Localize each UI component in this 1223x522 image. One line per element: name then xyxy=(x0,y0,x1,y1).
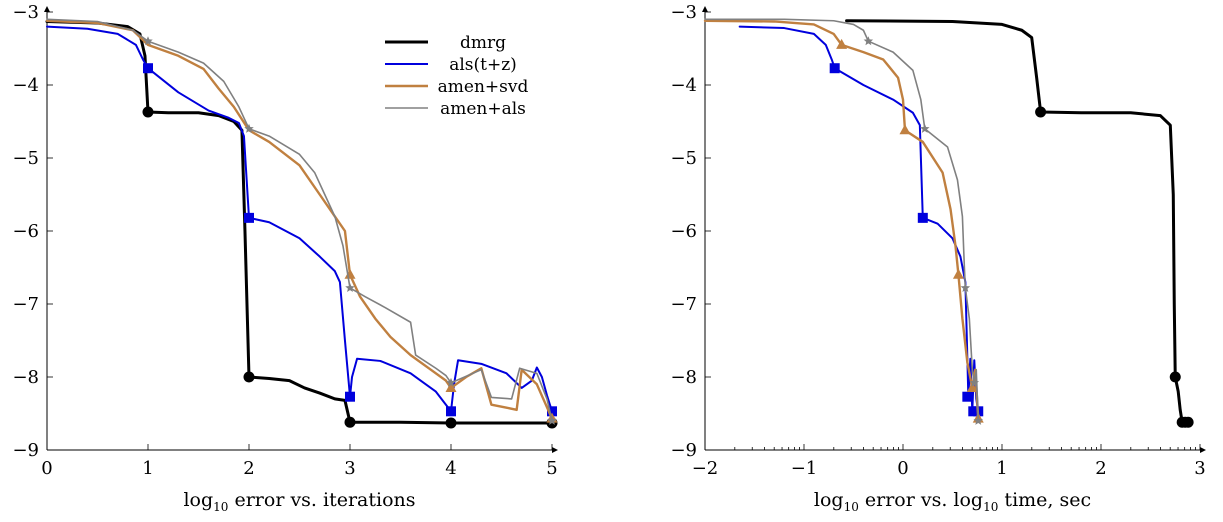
x-tick-label: 4 xyxy=(445,458,456,479)
series-marker-amen-als xyxy=(973,415,983,425)
y-tick-label: −3 xyxy=(12,2,39,23)
x-tick-label: 2 xyxy=(243,458,254,479)
y-tick-label: −6 xyxy=(12,221,39,242)
x-axis-label: log10 error vs. iterations xyxy=(183,489,415,514)
series-marker-amen-svd xyxy=(952,268,964,279)
series-marker-amen-als xyxy=(960,282,971,292)
x-axis-arrow xyxy=(1200,447,1206,453)
series-line-amen-svd xyxy=(45,19,554,420)
series-marker-als-t-z- xyxy=(962,391,973,402)
series-marker-als-t-z- xyxy=(829,63,840,74)
series-line-amen-svd xyxy=(703,19,980,420)
series-marker-als-t-z- xyxy=(547,406,557,417)
right-chart: −2 −1 0 1 2 3 −9 −8 −7 −6 −5 −4 −3 log10 error vs. lo… xyxy=(670,2,1206,514)
y-tick-label: −4 xyxy=(670,75,697,96)
series-line-amen-als xyxy=(46,18,553,422)
legend-label: dmrg xyxy=(460,33,506,53)
x-tick-label: 2 xyxy=(1095,458,1106,479)
y-tick-label: −6 xyxy=(670,221,697,242)
x-tick-label: 3 xyxy=(1194,458,1205,479)
y-tick-label: −5 xyxy=(12,148,39,169)
series-marker-amen-als xyxy=(547,415,557,425)
series-line-amen-als xyxy=(704,18,980,422)
series-marker-amen-svd xyxy=(836,38,848,49)
y-tick-label: −3 xyxy=(670,2,697,23)
series-marker-als-t-z- xyxy=(446,406,456,417)
y-tick-label: −9 xyxy=(670,440,697,461)
legend-label: als(t+z) xyxy=(449,55,517,75)
series-line-dmrg xyxy=(45,19,554,425)
series-line-dmrg xyxy=(845,19,1190,424)
series-marker-dmrg xyxy=(1182,416,1194,428)
x-tick-label: 0 xyxy=(897,458,908,479)
series-marker-dmrg xyxy=(142,106,154,118)
x-axis-arrow xyxy=(552,447,558,453)
y-tick-label: −8 xyxy=(670,367,697,388)
legend-label: amen+svd xyxy=(438,77,529,97)
series-marker-amen-als xyxy=(143,36,153,46)
series-marker-als-t-z- xyxy=(143,63,153,74)
x-tick-label: −2 xyxy=(692,458,719,479)
legend-label: amen+als xyxy=(440,99,526,119)
x-tick-label: 1 xyxy=(142,458,153,479)
series-line-als-t-z- xyxy=(46,25,553,413)
series-marker-dmrg xyxy=(445,417,457,429)
series-marker-amen-svd xyxy=(445,381,457,392)
y-axis-arrow xyxy=(44,6,50,12)
y-tick-label: −8 xyxy=(12,367,39,388)
series-marker-dmrg xyxy=(1169,371,1181,383)
series-marker-amen-svd xyxy=(966,381,978,392)
series-marker-als-t-z- xyxy=(244,212,254,223)
left-chart: 0 1 2 3 4 5 −9 −8 −7 −6 −5 −4 −3 log10 error vs. iter… xyxy=(12,2,558,514)
y-tick-label: −7 xyxy=(12,294,39,315)
y-tick-label: −5 xyxy=(670,148,697,169)
series-marker-amen-svd xyxy=(344,268,356,279)
series-line-als-t-z- xyxy=(738,25,980,413)
series-marker-amen-als xyxy=(920,123,930,133)
series-marker-amen-als xyxy=(969,377,980,387)
series-marker-dmrg xyxy=(344,416,356,428)
x-axis-label: log10 error vs. log10 time, sec xyxy=(814,489,1091,514)
x-tick-label: 1 xyxy=(996,458,1007,479)
series-marker-amen-als xyxy=(244,123,254,133)
y-axis-arrow xyxy=(702,6,708,12)
series-marker-amen-als xyxy=(345,282,355,292)
x-tick-label: −1 xyxy=(791,458,818,479)
y-tick-label: −4 xyxy=(12,75,39,96)
series-marker-amen-als xyxy=(446,377,456,387)
series-marker-als-t-z- xyxy=(917,212,928,223)
series-marker-dmrg xyxy=(243,371,255,383)
series-marker-als-t-z- xyxy=(345,391,355,402)
x-tick-label: 5 xyxy=(546,458,557,479)
y-tick-label: −7 xyxy=(670,294,697,315)
series-marker-dmrg xyxy=(1035,106,1047,118)
series-marker-amen-als xyxy=(863,36,874,46)
y-tick-label: −9 xyxy=(12,440,39,461)
x-tick-label: 3 xyxy=(344,458,355,479)
series-marker-amen-svd xyxy=(899,124,911,135)
x-tick-label: 0 xyxy=(41,458,52,479)
